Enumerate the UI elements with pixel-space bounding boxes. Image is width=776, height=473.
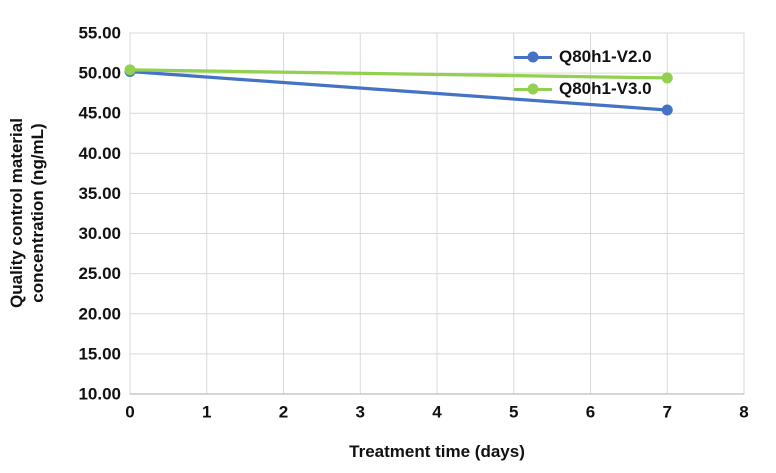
- x-tick-label: 6: [586, 402, 595, 421]
- legend-label-series-2: Q80h1-V3.0: [559, 79, 652, 98]
- legend-item-series-2: Q80h1-V3.0: [514, 78, 652, 100]
- x-tick-label: 4: [432, 402, 442, 421]
- legend-item-series-1: Q80h1-V2.0: [514, 46, 652, 68]
- legend-dot-icon: [527, 51, 539, 63]
- y-tick-label: 20.00: [78, 304, 121, 323]
- series-line-1: [128, 69, 669, 112]
- y-tick-label: 45.00: [78, 104, 121, 123]
- data-point-series-2: [124, 64, 136, 76]
- y-axis-title: Quality control material concentration (…: [6, 118, 48, 308]
- y-tick-label: 35.00: [78, 184, 121, 203]
- y-tick-label: 15.00: [78, 344, 121, 363]
- legend-dot-icon: [527, 83, 539, 95]
- x-tick-label: 5: [509, 402, 518, 421]
- y-tick-label: 50.00: [78, 64, 121, 83]
- x-tick-label: 8: [739, 402, 748, 421]
- x-tick-label: 1: [202, 402, 211, 421]
- x-tick-label: 2: [279, 402, 288, 421]
- y-tick-label: 30.00: [78, 224, 121, 243]
- data-point-series-2: [661, 72, 673, 84]
- x-tick-label: 0: [125, 402, 134, 421]
- series-line-2: [128, 68, 669, 80]
- data-point-series-1: [661, 104, 673, 116]
- x-axis-title: Treatment time (days): [349, 442, 525, 461]
- y-tick-label: 10.00: [78, 384, 121, 403]
- legend-label-series-1: Q80h1-V2.0: [559, 47, 652, 66]
- x-tick-label: 3: [356, 402, 365, 421]
- legend: Q80h1-V2.0 Q80h1-V3.0: [514, 46, 652, 100]
- y-tick-label: 40.00: [78, 144, 121, 163]
- y-axis-title-line2: concentration (ng/mL): [28, 123, 47, 303]
- y-tick-label: 55.00: [78, 23, 121, 42]
- legend-line-dot-marker-series-2: [514, 83, 552, 95]
- y-axis-title-line1: Quality control material: [7, 118, 26, 308]
- y-tick-label: 25.00: [78, 264, 121, 283]
- x-tick-label: 7: [663, 402, 672, 421]
- legend-line-dot-marker-series-1: [514, 51, 552, 63]
